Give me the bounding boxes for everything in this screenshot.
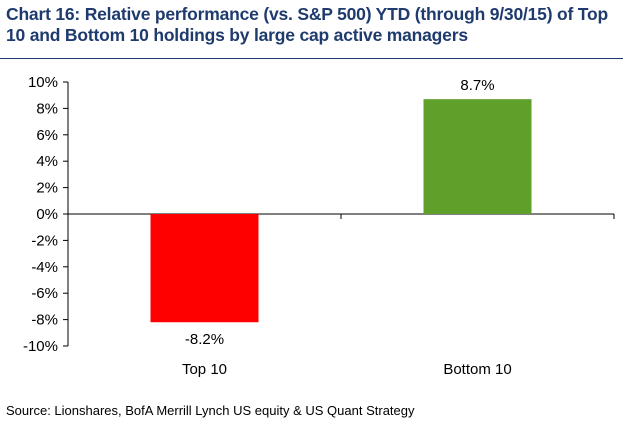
title-divider [0,58,623,59]
source-note: Source: Lionshares, BofA Merrill Lynch U… [6,403,415,418]
y-tick-label: -6% [31,285,58,302]
y-tick-label: -10% [23,338,58,355]
x-category-label: Bottom 10 [443,361,511,378]
y-tick-label: 4% [36,153,58,170]
y-tick-label: 8% [36,100,58,117]
y-tick-label: 0% [36,206,58,223]
bar-value-label: 8.7% [460,77,494,94]
y-tick-label: 6% [36,127,58,144]
x-category-label: Top 10 [182,361,227,378]
y-tick-label: 10% [28,74,58,91]
y-tick-label: -8% [31,312,58,329]
y-tick-label: -2% [31,232,58,249]
bar-bottom-10 [423,99,532,214]
bar-value-label: -8.2% [185,331,224,348]
chart-title: Chart 16: Relative performance (vs. S&P … [6,4,608,45]
y-tick-label: -4% [31,259,58,276]
bar-top-10 [150,214,259,323]
y-tick-label: 2% [36,180,58,197]
